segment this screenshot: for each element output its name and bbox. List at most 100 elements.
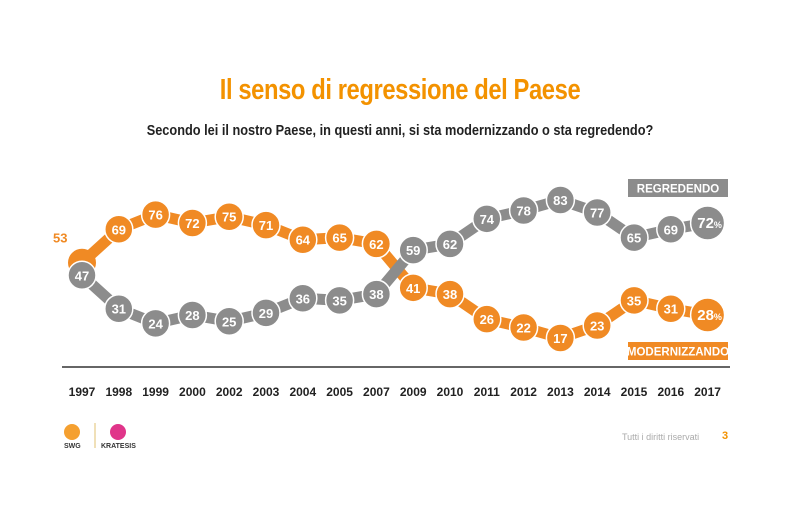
data-point-marker <box>435 279 465 309</box>
legend-box-modernizzando <box>628 342 728 360</box>
data-point-modernizzando: 28% <box>689 297 726 333</box>
data-point-regredendo: 36 <box>288 283 318 314</box>
data-label: 28% <box>697 307 722 324</box>
data-point-marker <box>472 304 502 334</box>
data-label: 23 <box>590 318 604 333</box>
data-label: 64 <box>296 233 311 248</box>
data-point-marker <box>140 199 171 230</box>
data-point-regredendo: 38 <box>361 279 392 309</box>
data-label: 72 <box>185 216 199 231</box>
chart-title: Il senso di regressione del Paese <box>219 74 581 106</box>
data-label: 28 <box>185 308 199 323</box>
x-tick-label: 1997 <box>69 385 96 399</box>
data-point-marker <box>288 283 318 314</box>
data-point-marker <box>324 222 355 253</box>
data-point-marker <box>545 323 576 353</box>
data-point-modernizzando: 41 <box>398 273 428 303</box>
x-tick-label: 2012 <box>510 385 537 399</box>
data-point-regredendo: 29 <box>251 298 281 328</box>
data-point-marker <box>619 222 649 253</box>
x-tick-label: 2004 <box>289 385 316 399</box>
data-point-regredendo: 62 <box>435 229 465 259</box>
data-label: 78 <box>516 203 530 218</box>
data-label: 69 <box>664 222 678 237</box>
data-point-modernizzando: 31 <box>656 293 686 324</box>
x-tick-label: 2015 <box>621 385 648 399</box>
data-label: 62 <box>443 237 457 252</box>
data-point-marker <box>398 273 428 303</box>
data-label: 59 <box>406 243 420 258</box>
data-label: 38 <box>443 287 457 302</box>
data-point-modernizzando: 64 <box>288 224 318 255</box>
data-point-regredendo: 78 <box>508 195 539 226</box>
data-point-marker <box>689 205 726 241</box>
data-point-marker <box>251 298 281 328</box>
data-point-regredendo: 25 <box>214 306 244 337</box>
data-point-modernizzando: 71 <box>251 210 281 240</box>
data-point-marker <box>177 300 208 330</box>
data-point-marker <box>656 293 686 324</box>
data-point-marker <box>508 195 539 226</box>
data-label: 29 <box>259 306 273 321</box>
data-point-regredendo: 31 <box>104 293 134 324</box>
data-point-modernizzando: 62 <box>361 229 392 259</box>
data-point-regredendo: 83 <box>545 185 576 215</box>
data-point-marker <box>582 197 612 228</box>
data-label: 71 <box>259 218 273 233</box>
x-tick-label: 2009 <box>400 385 427 399</box>
data-point-modernizzando: 75 <box>214 201 244 232</box>
data-label: 25 <box>222 314 236 329</box>
data-point-modernizzando: 38 <box>435 279 465 309</box>
data-point-marker <box>214 306 244 337</box>
data-label: 53 <box>53 231 67 246</box>
data-point-regredendo: 74 <box>472 204 502 234</box>
data-point-regredendo: 35 <box>324 285 355 316</box>
data-point-modernizzando: 35 <box>619 285 649 316</box>
data-label: 35 <box>627 293 641 308</box>
data-point-marker <box>324 285 355 316</box>
x-tick-label: 2016 <box>657 385 684 399</box>
data-label: 65 <box>332 231 346 246</box>
footer-rights: Tutti i diritti riservati <box>622 432 700 442</box>
data-label: 72% <box>697 215 722 232</box>
data-point-regredendo: 59 <box>398 235 428 265</box>
data-point-modernizzando: 69 <box>104 214 134 245</box>
data-point-regredendo: 47 <box>67 260 97 291</box>
data-label: 26 <box>480 312 494 327</box>
swg-logo-text: SWG <box>64 443 81 450</box>
data-point-marker <box>104 293 134 324</box>
data-point-marker <box>582 310 612 341</box>
x-tick-label: 2010 <box>437 385 464 399</box>
data-label: 24 <box>148 316 163 331</box>
data-point-regredendo: 77 <box>582 197 612 228</box>
data-label: 76 <box>148 208 162 223</box>
x-tick-label: 2002 <box>216 385 243 399</box>
x-tick-label: 1999 <box>142 385 169 399</box>
data-label: 69 <box>112 222 126 237</box>
x-tick-label: 2000 <box>179 385 206 399</box>
data-point-marker <box>104 214 134 245</box>
data-point-modernizzando: 26 <box>472 304 502 334</box>
x-tick-label: 2007 <box>363 385 390 399</box>
data-label: 65 <box>627 231 641 246</box>
data-label: 47 <box>75 268 89 283</box>
x-tick-label: 1998 <box>105 385 132 399</box>
data-point-marker <box>689 297 726 333</box>
data-label: 75 <box>222 210 236 225</box>
legend-box-regredendo <box>628 179 728 197</box>
data-point-marker <box>214 201 244 232</box>
data-point-marker <box>361 279 392 309</box>
data-point-modernizzando: 23 <box>582 310 612 341</box>
data-point-modernizzando: 72 <box>177 208 208 238</box>
x-tick-label: 2014 <box>584 385 611 399</box>
data-point-marker <box>435 229 465 259</box>
data-label: 74 <box>480 212 495 227</box>
data-point-marker <box>656 214 686 245</box>
page-number: 3 <box>722 430 729 442</box>
data-point-regredendo: 28 <box>177 300 208 330</box>
data-label: 17 <box>553 331 567 346</box>
x-tick-label: 2005 <box>326 385 353 399</box>
data-point-marker <box>619 285 649 316</box>
